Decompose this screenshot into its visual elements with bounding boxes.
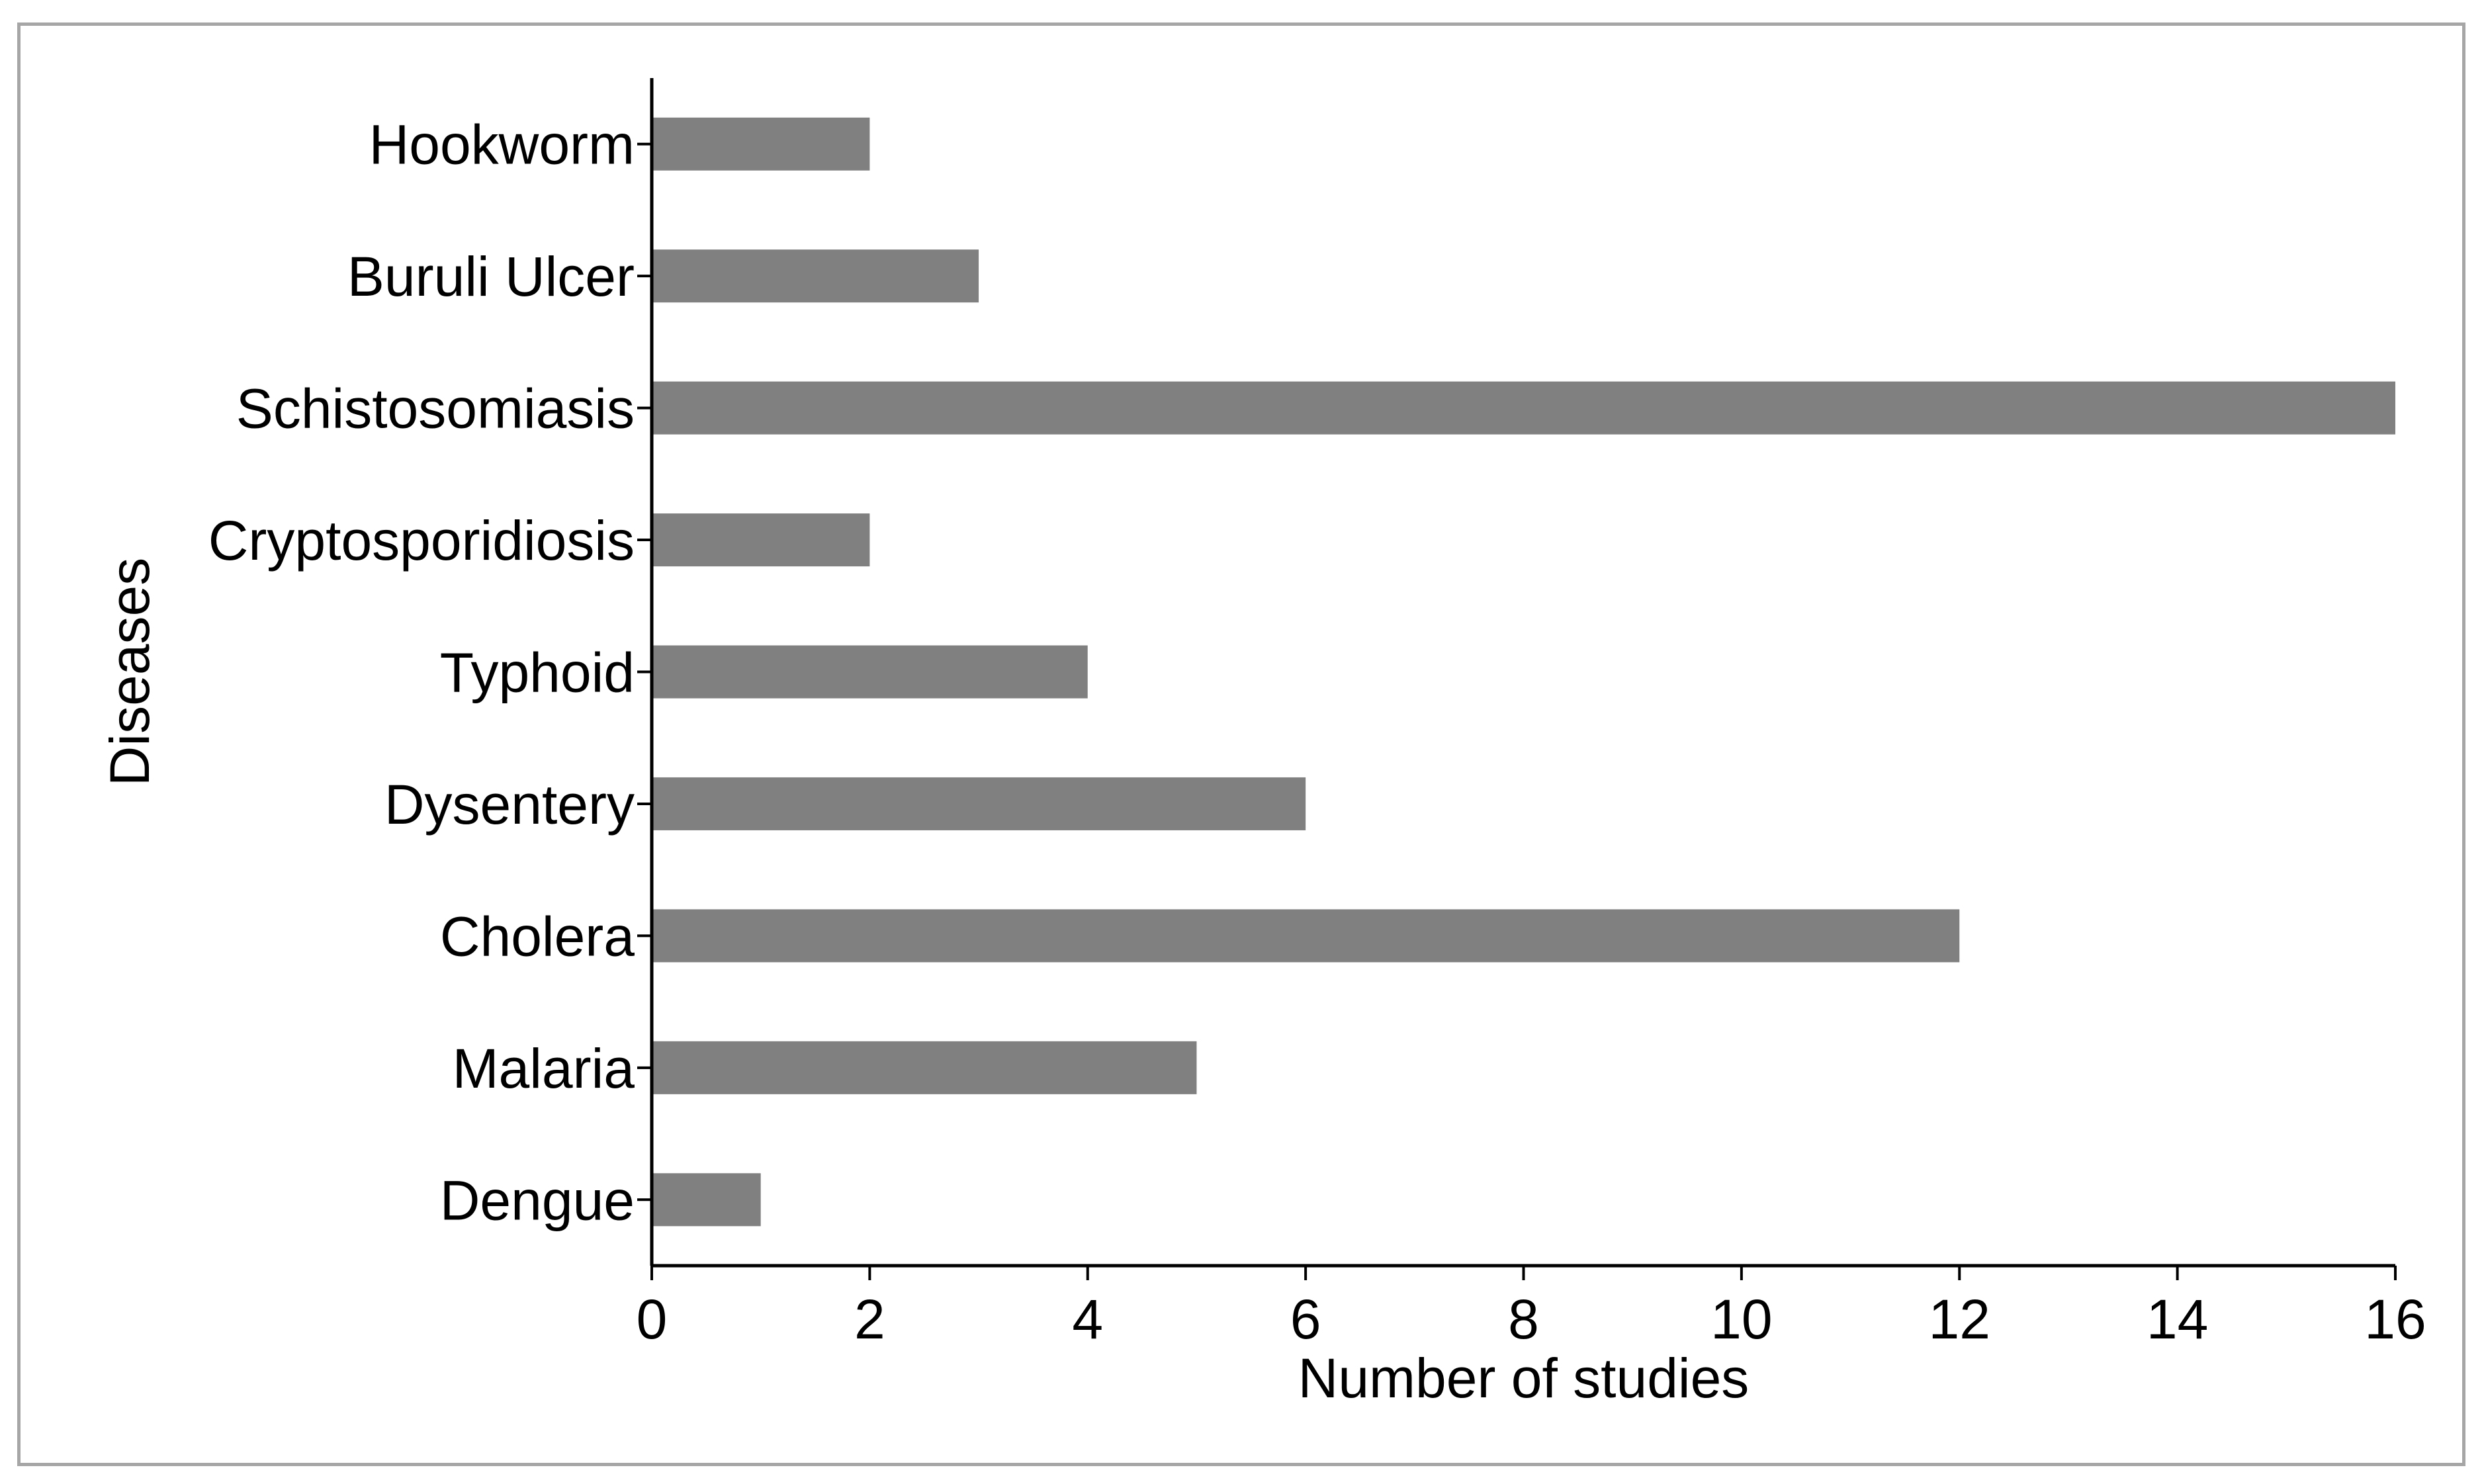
x-tick-label-8: 8	[1508, 1288, 1539, 1350]
bar-cryptosporidiosis	[652, 513, 870, 567]
category-label-cholera: Cholera	[440, 905, 635, 967]
bar-cholera	[652, 909, 1960, 963]
category-label-hookworm: Hookworm	[369, 114, 635, 176]
x-tick-label-2: 2	[854, 1288, 885, 1350]
bar-schistosomiasis	[652, 381, 2395, 435]
x-ticks-group: 0 2 4 6 8 10 12 14 16	[637, 1266, 2426, 1350]
x-axis-title: Number of studies	[1298, 1347, 1750, 1409]
bar-buruli-ulcer	[652, 249, 979, 303]
category-ticks-group: Hookworm Buruli Ulcer Schistosomiasis Crypt…	[208, 114, 652, 1231]
category-label-dysentery: Dysentery	[384, 773, 635, 836]
bar-malaria	[652, 1041, 1197, 1094]
category-label-cryptosporidiosis: Cryptosporidiosis	[208, 509, 635, 572]
x-tick-label-0: 0	[637, 1288, 668, 1350]
category-label-schistosomiasis: Schistosomiasis	[236, 378, 635, 440]
bar-dengue	[652, 1173, 761, 1227]
x-tick-label-10: 10	[1710, 1288, 1772, 1350]
bar-hookworm	[652, 117, 870, 171]
category-label-typhoid: Typhoid	[440, 642, 635, 704]
category-label-buruli-ulcer: Buruli Ulcer	[347, 245, 635, 308]
bar-dysentery	[652, 777, 1306, 830]
category-label-dengue: Dengue	[440, 1169, 635, 1231]
y-axis-title: Diseases	[99, 558, 161, 786]
x-tick-label-6: 6	[1290, 1288, 1321, 1350]
figure-frame	[17, 22, 2465, 1466]
x-tick-label-12: 12	[1929, 1288, 1990, 1350]
category-label-malaria: Malaria	[453, 1037, 635, 1100]
bar-typhoid	[652, 645, 1088, 699]
x-tick-label-16: 16	[2364, 1288, 2426, 1350]
bars-group	[652, 117, 2395, 1227]
x-tick-label-4: 4	[1072, 1288, 1103, 1350]
x-tick-label-14: 14	[2147, 1288, 2208, 1350]
